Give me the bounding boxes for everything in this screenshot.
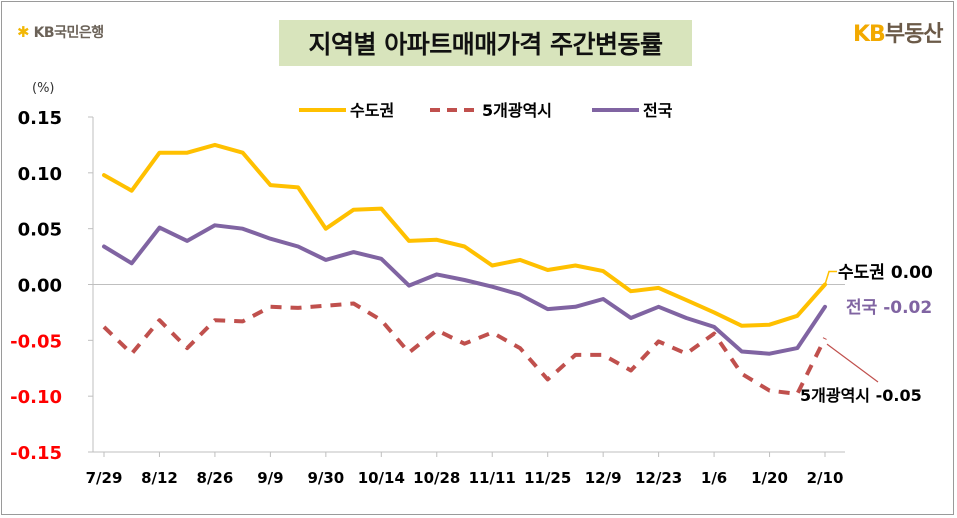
y-axis-ticks: 0.15 0.10 0.05 0.00 -0.05 -0.10 -0.15 (10, 108, 93, 464)
series-line-0 (102, 142, 827, 328)
annotation-capital: 수도권 0.00 (838, 263, 933, 283)
x-tick-label: 2/10 (807, 469, 844, 487)
chart-axes: (%) (32, 81, 845, 453)
title-banner: 지역별 아파트매매가격 주간변동률 (279, 20, 692, 66)
legend-label: 수도권 (350, 101, 394, 120)
y-tick-label: -0.10 (10, 387, 62, 408)
legend-label: 전국 (643, 101, 673, 120)
annotation-national-value: -0.02 (883, 298, 932, 318)
y-tick-label: 0.15 (18, 108, 62, 129)
x-tick-label: 1/6 (701, 469, 727, 487)
x-tick-label: 10/28 (413, 469, 460, 487)
kb-bank-logo: ✱ KB국민은행 (17, 22, 104, 42)
annotations: 수도권 0.00 전국 -0.02 5개광역시 -0.05 (800, 263, 933, 405)
kb-bank-logo-text: KB국민은행 (33, 25, 105, 41)
x-tick-label: 11/25 (524, 469, 571, 487)
x-tick-label: 1/20 (751, 469, 788, 487)
x-tick-label: 12/23 (635, 469, 682, 487)
y-tick-label: 0.10 (18, 164, 62, 185)
chart-title: 지역별 아파트매매가격 주간변동률 (308, 30, 663, 59)
x-tick-label: 9/9 (257, 469, 283, 487)
series-line-2 (102, 223, 827, 356)
annotation-metro-label: 5개광역시 (800, 386, 876, 405)
x-tick-label: 9/30 (307, 469, 344, 487)
y-tick-label: 0.00 (18, 276, 62, 297)
annotation-national: 전국 -0.02 (846, 298, 932, 318)
legend-label: 5개광역시 (482, 101, 552, 120)
annotation-metro: 5개광역시 -0.05 (800, 386, 922, 405)
kb-realestate-logo-brand: KB (853, 22, 886, 47)
kb-realestate-logo-text: 부동산 (884, 22, 944, 47)
series-layer (102, 142, 827, 396)
y-tick-label: 0.05 (18, 220, 62, 241)
x-tick-label: 8/26 (197, 469, 234, 487)
annotation-metro-value: -0.05 (876, 386, 922, 405)
series-line-1 (102, 301, 827, 396)
annotation-capital-label: 수도권 (838, 263, 891, 283)
x-axis-ticks: 7/29 8/12 8/26 9/9 9/30 10/14 10/28 11/11 11/25 1… (86, 452, 844, 487)
x-tick-label: 10/14 (358, 469, 405, 487)
annotation-leader-capital (824, 270, 837, 285)
x-tick-label: 11/11 (469, 469, 516, 487)
x-tick-label: 7/29 (86, 469, 123, 487)
legend: 수도권 5개광역시 전국 (299, 101, 673, 120)
annotation-leader-metro (826, 343, 879, 383)
star-icon: ✱ (17, 22, 30, 41)
y-axis-unit-label: (%) (32, 81, 55, 96)
annotation-capital-value: 0.00 (891, 263, 933, 283)
x-tick-label: 12/9 (585, 469, 622, 487)
y-tick-label: -0.15 (10, 443, 62, 464)
y-tick-label: -0.05 (10, 331, 62, 352)
x-tick-label: 8/12 (141, 469, 178, 487)
annotation-national-label: 전국 (846, 298, 883, 318)
kb-realestate-logo: KB부동산 (853, 16, 944, 48)
